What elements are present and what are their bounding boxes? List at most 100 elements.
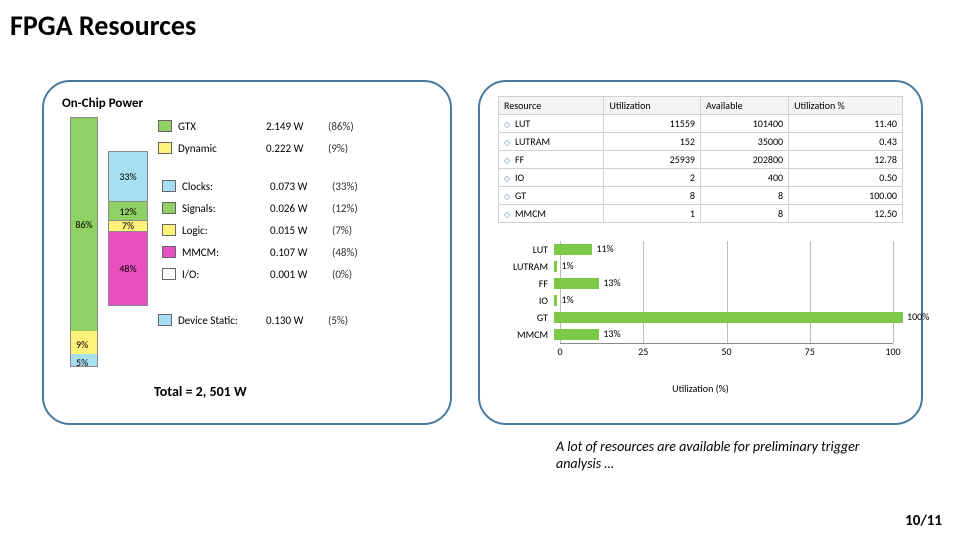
hbar-track: 13% — [554, 278, 903, 289]
hbar-track: 1% — [554, 261, 903, 272]
power-dynamic-bar-segment: 7% — [109, 221, 147, 232]
hbar-fill — [554, 278, 599, 289]
hbar-label: LUTRAM — [498, 260, 554, 273]
available-cell: 8 — [700, 187, 788, 205]
legend-value: 0.026 W — [270, 202, 332, 215]
table-row: ◇FF2593920280012.78 — [499, 151, 903, 169]
legend-pct: (5%) — [328, 314, 374, 327]
legend-pct: (33%) — [332, 180, 378, 193]
hbar-value: 11% — [596, 242, 613, 255]
hbar-fill — [554, 261, 557, 272]
power-dynamic-bar: 33%12%7%48% — [108, 151, 148, 306]
hbar-axis-line — [560, 343, 893, 344]
legend-value: 2.149 W — [266, 120, 328, 133]
hbar-row: MMCM13% — [498, 326, 903, 343]
color-swatch — [158, 120, 172, 132]
color-swatch — [158, 142, 172, 154]
power-legend: GTX2.149 W(86%) Dynamic0.222 W(9%) Clocks:… — [158, 117, 432, 369]
table-header: Utilization — [604, 97, 700, 115]
utilization-panel: ResourceUtilizationAvailableUtilization … — [478, 80, 923, 425]
expand-icon: ◇ — [504, 138, 512, 146]
hbar-track: 13% — [554, 329, 903, 340]
legend-name: MMCM: — [182, 246, 270, 259]
resource-name: ◇FF — [499, 151, 604, 169]
utilpct-cell: 0.43 — [789, 133, 903, 151]
hbar-row: LUT 11% — [498, 241, 903, 258]
power-legend-row: I/O:0.001 W(0%) — [162, 265, 432, 283]
utilization-x-axis-label: Utilization (%) — [672, 382, 729, 395]
legend-value: 0.001 W — [270, 268, 332, 281]
hbar-tick-label: 100 — [885, 345, 900, 357]
color-swatch — [162, 224, 176, 236]
legend-pct: (0%) — [332, 268, 378, 281]
legend-name: GTX — [178, 120, 266, 133]
power-legend-row: Dynamic0.222 W(9%) — [158, 139, 432, 157]
utilpct-cell: 11.40 — [789, 115, 903, 133]
hbar-label: GT — [498, 311, 554, 324]
utilization-cell: 2 — [604, 169, 700, 187]
hbar-track: 100% — [554, 312, 903, 323]
hbar-value: 1% — [561, 259, 573, 272]
expand-icon: ◇ — [504, 192, 512, 200]
hbar-fill — [554, 329, 599, 340]
hbar-row: IO1% — [498, 292, 903, 309]
hbar-row: LUTRAM 1% — [498, 258, 903, 275]
color-swatch — [162, 268, 176, 280]
hbar-value: 13% — [603, 276, 620, 289]
power-legend-row: Device Static:0.130 W(5%) — [158, 311, 432, 329]
page-title: FPGA Resources — [10, 8, 196, 43]
hbar-row: GT100% — [498, 309, 903, 326]
hbar-fill — [554, 312, 903, 323]
hbar-tick-label: 50 — [721, 345, 731, 357]
resource-name: ◇MMCM — [499, 205, 604, 223]
utilpct-cell: 12.78 — [789, 151, 903, 169]
resource-name: ◇LUTRAM — [499, 133, 604, 151]
expand-icon: ◇ — [504, 120, 512, 128]
available-cell: 8 — [700, 205, 788, 223]
legend-name: Clocks: — [182, 180, 270, 193]
power-legend-row: Clocks:0.073 W(33%) — [162, 177, 432, 195]
color-swatch — [162, 180, 176, 192]
legend-value: 0.015 W — [270, 224, 332, 237]
table-header: Resource — [499, 97, 604, 115]
hbar-label: FF — [498, 277, 554, 290]
utilization-bar-chart: 0255075100 LUT11%LUTRAM1%FF13%IO1%GT100%… — [498, 241, 903, 391]
utilization-table: ResourceUtilizationAvailableUtilization … — [498, 96, 903, 223]
power-total: Total = 2, 501 W — [154, 383, 432, 400]
legend-name: Device Static: — [178, 314, 266, 327]
utilization-cell: 8 — [604, 187, 700, 205]
hbar-tick-label: 25 — [638, 345, 648, 357]
legend-pct: (7%) — [332, 224, 378, 237]
power-dynamic-bar-segment: 48% — [109, 232, 147, 305]
legend-value: 0.073 W — [270, 180, 332, 193]
resource-name: ◇LUT — [499, 115, 604, 133]
available-cell: 35000 — [700, 133, 788, 151]
utilization-cell: 1 — [604, 205, 700, 223]
utilpct-cell: 0.50 — [789, 169, 903, 187]
table-row: ◇MMCM1812.50 — [499, 205, 903, 223]
power-main-bar-segment: 86% — [71, 118, 97, 331]
power-panel: On-Chip Power 86%9%5% 33%12%7%48% GTX2.1… — [42, 80, 452, 425]
legend-name: Logic: — [182, 224, 270, 237]
utilpct-cell: 100.00 — [789, 187, 903, 205]
legend-pct: (9%) — [328, 142, 374, 155]
legend-value: 0.130 W — [266, 314, 328, 327]
power-dynamic-bar-segment: 12% — [109, 202, 147, 220]
hbar-track: 1% — [554, 295, 903, 306]
power-main-bar-label: 9% — [76, 338, 88, 351]
hbar-tick-label: 75 — [805, 345, 815, 357]
hbar-value: 100% — [907, 310, 929, 323]
expand-icon: ◇ — [504, 156, 512, 164]
hbar-label: MMCM — [498, 328, 554, 341]
legend-value: 0.222 W — [266, 142, 328, 155]
table-row: ◇GT88100.00 — [499, 187, 903, 205]
color-swatch — [158, 314, 172, 326]
hbar-fill — [554, 295, 557, 306]
power-section-title: On-Chip Power — [62, 96, 432, 111]
page-number: 10/11 — [905, 512, 942, 530]
hbar-label: LUT — [498, 243, 554, 256]
utilization-cell: 25939 — [604, 151, 700, 169]
legend-name: I/O: — [182, 268, 270, 281]
hbar-tick-label: 0 — [557, 345, 562, 357]
legend-pct: (86%) — [328, 120, 374, 133]
